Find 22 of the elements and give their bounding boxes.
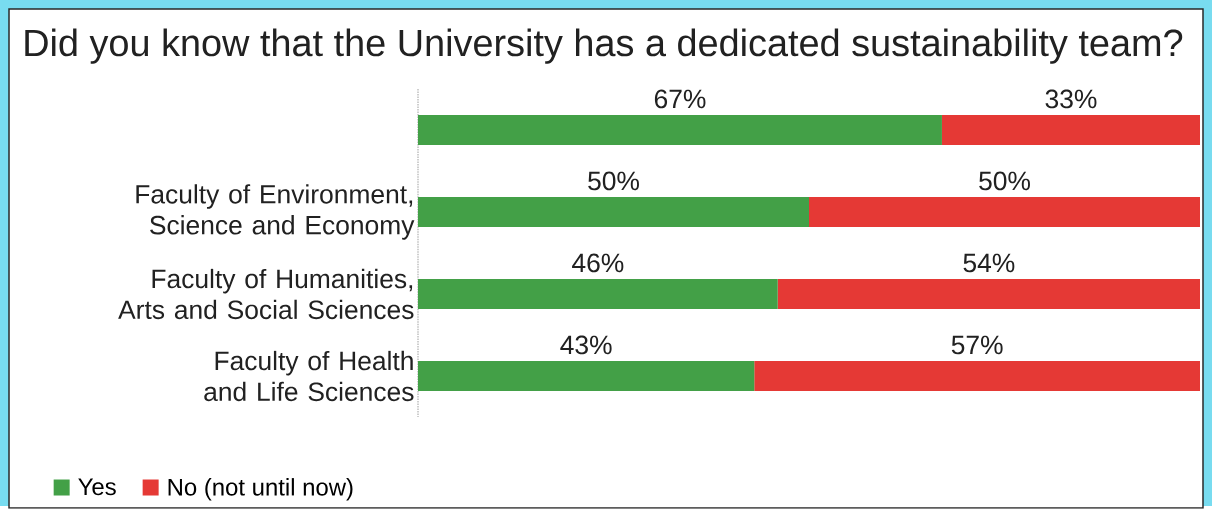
bar: [418, 361, 755, 392]
bar: [941, 115, 1201, 146]
data-label: 67%: [654, 89, 706, 109]
bar: [418, 115, 942, 146]
legend-label: No (not until now): [168, 478, 353, 501]
bar: [809, 197, 1201, 228]
data-label: 54%: [963, 253, 1015, 273]
data-label: 50%: [979, 171, 1030, 191]
bar: [418, 197, 810, 228]
y-tick-label: Faculty of Health and Life Sciences: [204, 350, 414, 402]
bar: [754, 361, 1201, 392]
data-label: 57%: [951, 335, 1003, 355]
chart-title: Did you know that the University has a dedicated sustainability team?: [25, 28, 1183, 64]
bar: [418, 279, 778, 310]
data-label: 43%: [560, 335, 612, 355]
y-tick-label: Faculty of Environment, Science and Economy: [136, 184, 415, 240]
legend-label: Yes: [78, 478, 116, 496]
data-label: 46%: [572, 253, 624, 273]
y-tick-label: Faculty of Humanities, Arts and Social Sciences: [118, 268, 414, 320]
data-label: 33%: [1045, 89, 1097, 109]
bar: [777, 279, 1201, 310]
data-label: 50%: [588, 171, 639, 191]
